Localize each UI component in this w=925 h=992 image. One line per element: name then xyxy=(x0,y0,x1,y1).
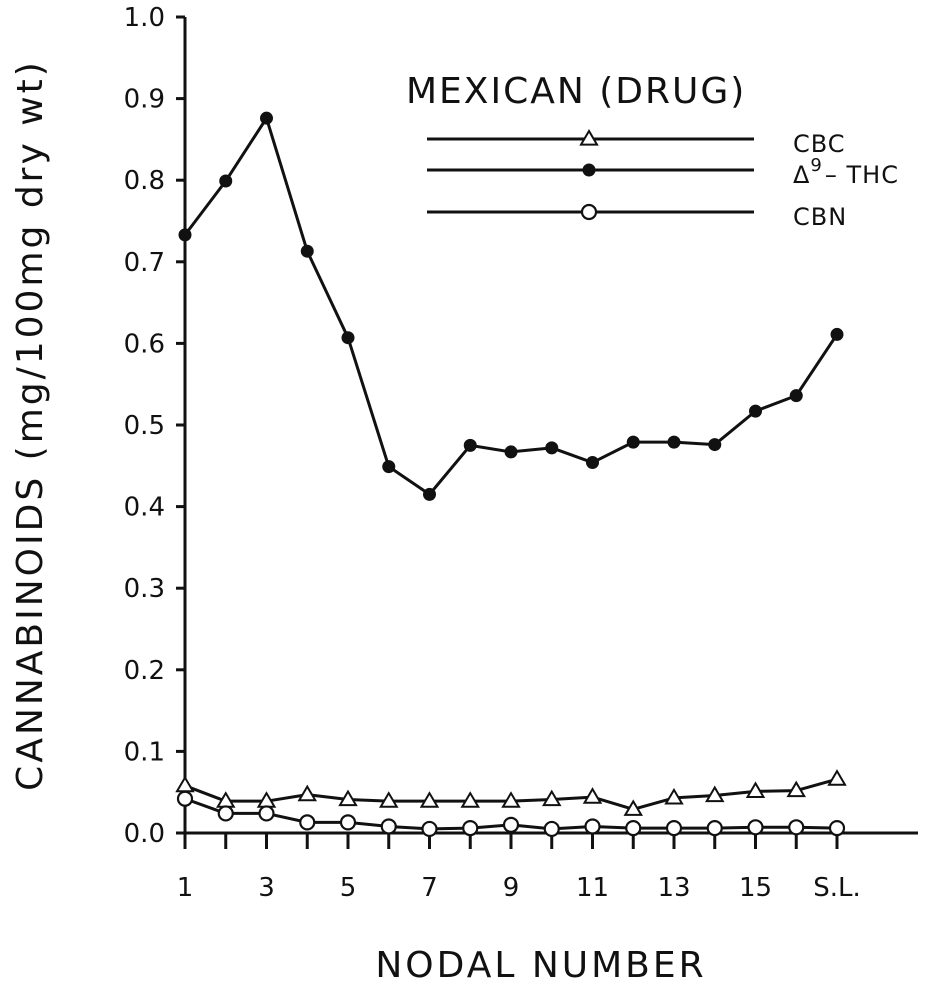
y-tick-label: 0.7 xyxy=(124,248,165,278)
x-tick-label: 9 xyxy=(503,873,520,903)
cbn-point xyxy=(176,790,194,807)
cbc-point xyxy=(338,789,358,807)
thc-point xyxy=(463,438,477,452)
cbc-point xyxy=(175,775,195,793)
legend-label-cbc: CBC xyxy=(793,130,846,158)
cbn-point xyxy=(299,814,316,831)
legend-label-rest: – THC xyxy=(825,161,899,189)
cbn-point xyxy=(462,820,479,837)
cbn-point xyxy=(706,820,723,837)
cbc-point xyxy=(786,780,806,798)
thc-point xyxy=(586,456,599,470)
x-tick-label: 1 xyxy=(177,873,194,903)
x-tick-label: 5 xyxy=(340,873,357,903)
y-axis-title: CANNABINOIDS (mg/100mg dry wt) xyxy=(10,59,51,791)
thc-point xyxy=(382,460,396,474)
y-tick-label: 0.5 xyxy=(124,411,165,441)
y-tick-label: 0.1 xyxy=(124,737,165,767)
cbn-point xyxy=(502,816,520,833)
cbc-point xyxy=(297,784,317,802)
thc-point xyxy=(341,331,355,345)
y-tick-label: 0.8 xyxy=(124,166,165,196)
x-tick-label: 7 xyxy=(421,873,438,903)
thc-point xyxy=(545,441,559,455)
x-tick-label: 3 xyxy=(258,873,275,903)
legend-entry-cbn: CBN xyxy=(427,203,847,231)
cbn-point xyxy=(543,820,560,838)
thc-point xyxy=(749,404,762,418)
cbn-point xyxy=(828,820,846,837)
y-tick-label: 1.0 xyxy=(124,3,165,33)
legend-label-main: Δ xyxy=(793,161,810,189)
cbn-point xyxy=(584,818,601,835)
cbc-point xyxy=(501,791,521,808)
x-axis-title: NODAL NUMBER xyxy=(375,945,706,986)
y-tick-label: 0.2 xyxy=(124,656,165,686)
cbn-point xyxy=(421,820,438,838)
cbc-point xyxy=(664,787,684,805)
cbc-point xyxy=(623,799,643,816)
cbn-point xyxy=(258,805,275,822)
legend-entry-cbc: CBC xyxy=(427,129,846,158)
thc-point xyxy=(423,487,436,501)
x-tick-label: 13 xyxy=(657,873,690,903)
series-layer xyxy=(175,111,847,838)
thc-point xyxy=(219,174,233,188)
y-tick-label: 0.6 xyxy=(124,329,165,359)
legend-marker-thc xyxy=(582,163,596,177)
cbc-point xyxy=(542,789,562,807)
y-tick-label: 0.3 xyxy=(124,574,165,604)
legend-entry-thc: Δ9– THC xyxy=(427,155,899,189)
cbn-point xyxy=(217,805,234,822)
y-tick-label: 0.9 xyxy=(124,85,165,115)
y-ticks: 0.0 0.1 0.2 0.3 0.4 0.5 0.6 0.7 0.8 0.9 1.0 xyxy=(124,3,185,849)
cbn-point xyxy=(747,819,764,836)
thc-point xyxy=(504,445,518,459)
cbn-point xyxy=(665,820,683,837)
legend-marker-cbn xyxy=(580,203,598,221)
legend-label-thc: Δ9– THC xyxy=(793,155,899,189)
cbn-point xyxy=(625,820,642,837)
series-cbc xyxy=(175,769,847,816)
thc-point xyxy=(300,244,314,258)
thc-point xyxy=(178,228,192,242)
x-tick-label: S.L. xyxy=(813,873,861,903)
cbc-point xyxy=(827,769,847,786)
legend-label-cbn: CBN xyxy=(793,203,847,231)
legend-label-superscript: 9 xyxy=(810,155,822,176)
thc-point xyxy=(708,438,722,452)
y-tick-label: 0.0 xyxy=(124,819,165,849)
thc-point xyxy=(789,389,803,403)
cbc-point xyxy=(379,791,399,808)
y-tick-label: 0.4 xyxy=(124,493,165,523)
thc-point xyxy=(667,435,681,449)
series-thc xyxy=(178,111,844,501)
x-ticks: 1 3 5 7 9 11 13 15 S.L. xyxy=(177,833,861,903)
thc-point xyxy=(260,111,273,125)
thc-line xyxy=(183,116,839,496)
cbc-point xyxy=(582,787,603,804)
legend-marker-cbc xyxy=(579,129,599,146)
chart-title: MEXICAN (DRUG) xyxy=(406,71,746,112)
cbn-point xyxy=(788,819,805,836)
cbn-point xyxy=(339,814,357,831)
x-tick-label: 11 xyxy=(576,873,609,903)
x-tick-label: 15 xyxy=(739,873,772,903)
cbc-point xyxy=(460,791,480,808)
cbc-point xyxy=(419,791,440,808)
cbn-point xyxy=(380,818,397,835)
thc-point xyxy=(626,435,640,449)
cbc-point xyxy=(745,781,766,798)
cbc-point xyxy=(705,785,725,803)
series-cbn xyxy=(176,790,846,838)
thc-point xyxy=(830,327,844,341)
